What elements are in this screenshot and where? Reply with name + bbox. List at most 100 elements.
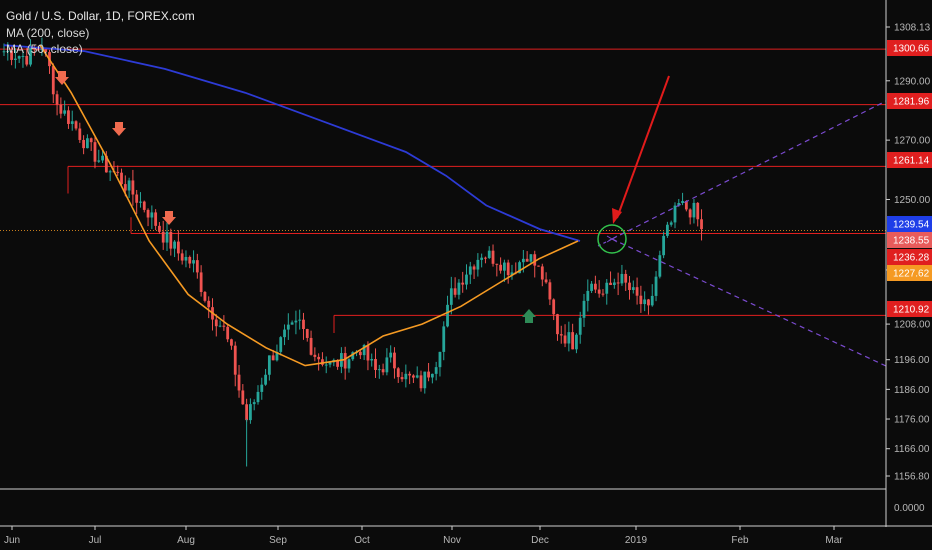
- candle-body: [317, 356, 321, 360]
- candle-body: [700, 219, 703, 230]
- candle-body: [260, 384, 264, 392]
- candle-body: [556, 314, 559, 335]
- down-marker-icon: [55, 71, 69, 85]
- candle-body: [139, 201, 142, 203]
- price-tag-label: 1238.55: [893, 236, 930, 247]
- candle-body: [165, 231, 169, 243]
- candle-body: [552, 299, 556, 315]
- candle-body: [358, 351, 362, 356]
- candle-body: [453, 288, 457, 295]
- price-tag-bg: [887, 40, 932, 56]
- candle-body: [393, 352, 396, 369]
- candle-body: [647, 299, 650, 306]
- candle-body: [25, 55, 29, 65]
- y-tick-label: 1196.00: [894, 355, 930, 366]
- candle-body: [70, 121, 74, 124]
- candle-body: [104, 155, 108, 173]
- candle-body: [286, 324, 290, 330]
- candle-body: [506, 262, 510, 276]
- price-tag-bg: [887, 232, 932, 248]
- candle-body: [283, 329, 286, 338]
- candle-body: [275, 351, 279, 361]
- candle-body: [241, 390, 245, 405]
- candle-body: [484, 257, 487, 259]
- candle-body: [430, 373, 434, 378]
- x-tick-label: Nov: [443, 535, 461, 546]
- candle-body: [6, 51, 10, 53]
- candle-body: [465, 274, 468, 285]
- candle-body: [487, 250, 491, 258]
- candle-body: [677, 203, 681, 206]
- annotation-arrow-head: [612, 208, 622, 224]
- candle-body: [586, 290, 590, 301]
- candle-body: [521, 258, 525, 263]
- candle-body: [442, 326, 446, 352]
- candle-body: [230, 339, 233, 346]
- candle-body: [658, 255, 662, 277]
- candle-body: [78, 128, 82, 140]
- price-tag: 1300.66: [887, 40, 932, 56]
- candle-body: [146, 209, 150, 218]
- candle-body: [370, 358, 374, 361]
- candle-body: [400, 377, 404, 380]
- candle-body: [161, 231, 165, 243]
- price-tag-bg: [887, 301, 932, 317]
- candle-body: [192, 260, 195, 264]
- y-tick-label: 1290.00: [894, 76, 931, 87]
- price-tag: 1236.28: [887, 249, 932, 265]
- candle-body: [313, 354, 317, 357]
- candle-body: [13, 58, 17, 60]
- x-tick-label: Sep: [269, 535, 287, 546]
- candle-body: [601, 293, 605, 295]
- candle-body: [154, 212, 158, 226]
- price-tag: 1238.55: [887, 232, 932, 248]
- candle-body: [93, 142, 97, 162]
- candle-body: [628, 282, 631, 290]
- highlight-circle: [597, 224, 627, 254]
- candle-body: [214, 319, 218, 327]
- candle-body: [271, 355, 275, 361]
- candle-body: [510, 272, 514, 276]
- projection-up-line: [611, 100, 887, 240]
- candle-body: [131, 180, 135, 195]
- candle-body: [123, 184, 127, 191]
- candle-body: [17, 56, 21, 59]
- price-tag-bg: [887, 265, 932, 281]
- candle-body: [491, 250, 495, 264]
- down-marker-icon: [162, 211, 176, 225]
- candle-body: [97, 160, 101, 162]
- price-tag-bg: [887, 216, 932, 232]
- candle-body: [449, 288, 453, 305]
- candle-body: [237, 374, 241, 391]
- candle-body: [389, 352, 393, 358]
- candle-body: [294, 320, 298, 323]
- candle-body: [82, 139, 86, 149]
- candle-body: [347, 359, 351, 369]
- candle-body: [351, 352, 355, 360]
- price-tag-label: 1261.14: [893, 156, 930, 167]
- candle-body: [89, 138, 93, 143]
- candle-body: [578, 317, 582, 335]
- candle-body: [343, 353, 347, 369]
- candle-body: [86, 138, 89, 149]
- candle-body: [195, 260, 199, 273]
- candle-body: [63, 110, 67, 114]
- candle-body: [305, 329, 309, 338]
- price-tag-label: 1227.62: [893, 269, 930, 280]
- candle-body: [635, 287, 639, 296]
- candle-body: [457, 282, 461, 295]
- candle-body: [180, 253, 184, 261]
- candle-body: [639, 295, 643, 305]
- candle-body: [533, 254, 537, 266]
- candle-body: [184, 256, 188, 261]
- candle-body: [142, 201, 146, 210]
- candle-body: [173, 241, 176, 249]
- candle-body: [518, 262, 521, 274]
- x-tick-label: Aug: [177, 535, 195, 546]
- candle-body: [624, 273, 628, 283]
- candle-body: [29, 47, 32, 65]
- candle-body: [567, 332, 571, 344]
- candle-body: [548, 282, 552, 300]
- candle-body: [582, 300, 586, 318]
